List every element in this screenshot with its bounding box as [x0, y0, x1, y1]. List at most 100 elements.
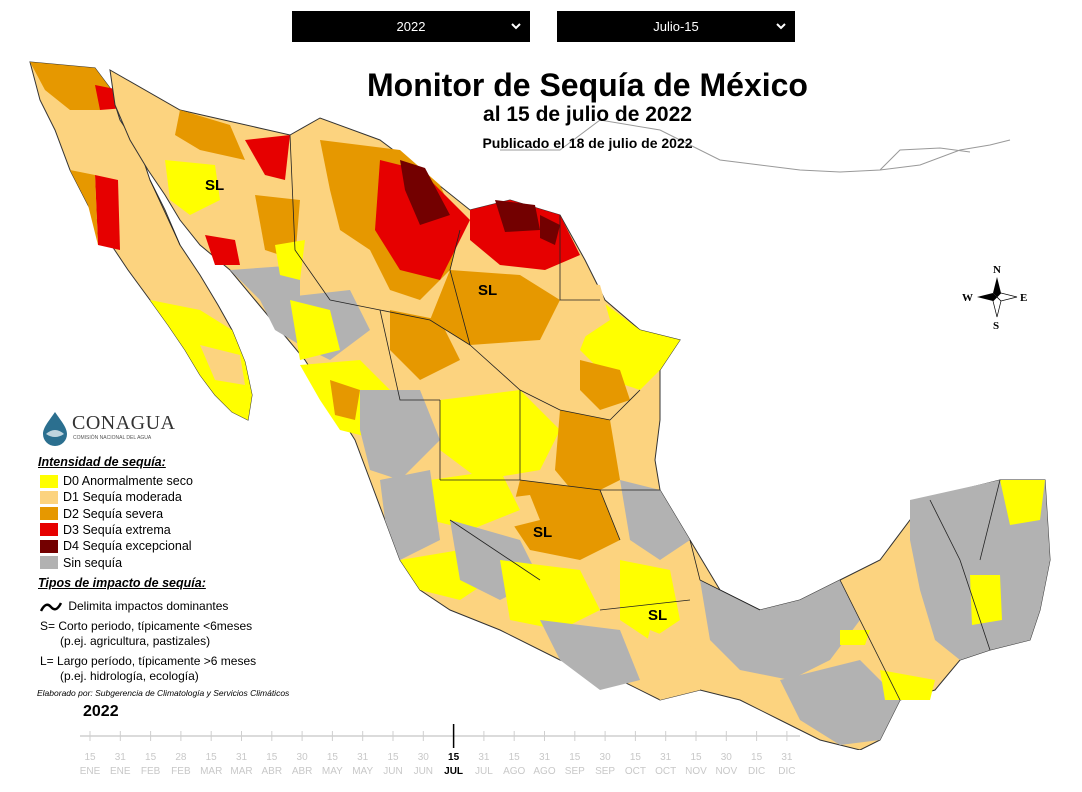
timeline-day-label: 15: [206, 752, 218, 763]
timeline-day-label: 31: [478, 752, 490, 763]
timeline-month-label: MAR: [200, 766, 222, 777]
timeline-month-label: DIC: [748, 766, 765, 777]
timeline-day-label: 30: [297, 752, 309, 763]
legend-swatch: [40, 539, 58, 553]
compass-rose-icon: N S E W: [962, 264, 1027, 332]
short-term-note: S= Corto periodo, típicamente <6meses: [40, 619, 253, 633]
logo-name: CONAGUA: [72, 412, 176, 434]
timeline-month-label: OCT: [655, 766, 676, 777]
timeline-day-label: 15: [509, 752, 521, 763]
timeline-year: 2022: [83, 703, 119, 720]
timeline-month-label: JUL: [444, 766, 463, 777]
timeline-day-label: 15: [751, 752, 763, 763]
timeline-day-label: 28: [175, 752, 187, 763]
timeline-month-label: SEP: [565, 766, 585, 777]
timeline-month-label: FEB: [141, 766, 161, 777]
legend-item: D1 Sequía moderada: [40, 490, 182, 504]
legend-label: D2 Sequía severa: [63, 506, 164, 521]
drought-map: SL SL SL SL N S E W: [29, 61, 1051, 750]
chevron-down-icon: [776, 23, 786, 30]
florida-coast: [879, 147, 971, 171]
timeline-day-label: 31: [357, 752, 369, 763]
timeline-month-label: SEP: [595, 766, 615, 777]
legend-impact-title: Tipos de impacto de sequía:: [38, 576, 206, 590]
timeline-day-label: 15: [569, 752, 581, 763]
logo-subtitle: COMISIÓN NACIONAL DEL AGUA: [73, 435, 152, 441]
timeline-day-label: 30: [721, 752, 733, 763]
legend-label: D3 Sequía extrema: [63, 522, 171, 537]
legend-swatch: [40, 523, 58, 537]
timeline-month-label: ABR: [262, 766, 283, 777]
map-label-sl: SL: [533, 524, 552, 541]
compass-s: S: [993, 320, 999, 332]
timeline-day-label: 15: [690, 752, 702, 763]
timeline-day-label: 30: [600, 752, 612, 763]
timeline-day-label: 31: [781, 752, 793, 763]
timeline-day-label: 15: [327, 752, 339, 763]
impact-line-label: Delimita impactos dominantes: [68, 599, 229, 613]
year-select[interactable]: 2022: [292, 11, 530, 42]
timeline-month-label: OCT: [625, 766, 646, 777]
timeline-day-label: 15: [145, 752, 157, 763]
timeline-month-label: MAY: [322, 766, 343, 777]
state-borders: [149, 134, 1001, 701]
timeline-month-label: MAR: [230, 766, 252, 777]
published-date: Publicado el 18 de julio de 2022: [482, 135, 693, 151]
year-select-value: 2022: [396, 19, 426, 34]
timeline-month-label: JUN: [383, 766, 402, 777]
long-term-example: (p.ej. hidrología, ecología): [60, 669, 199, 683]
legend-intensity-title: Intensidad de sequía:: [38, 455, 166, 469]
timeline-month-label: JUN: [414, 766, 433, 777]
legend-swatch: [40, 474, 58, 488]
legend-item: Sin sequía: [40, 556, 122, 570]
timeline-day-label: 31: [539, 752, 551, 763]
map-label-sl: SL: [205, 177, 224, 194]
legend-item: D2 Sequía severa: [40, 507, 163, 521]
chevron-down-icon: [511, 23, 521, 30]
legend-label: D4 Sequía excepcional: [63, 539, 192, 554]
short-term-example: (p.ej. agricultura, pastizales): [60, 634, 211, 648]
date-select-value: Julio-15: [653, 19, 699, 34]
timeline-day-label: 15: [387, 752, 399, 763]
timeline-day-label: 15: [84, 752, 96, 763]
date-select[interactable]: Julio-15: [557, 11, 795, 42]
legend-label: D0 Anormalmente seco: [63, 474, 193, 488]
timeline-day-label: 31: [236, 752, 248, 763]
map-label-sl: SL: [478, 282, 497, 299]
timeline-month-label: ENE: [80, 766, 101, 777]
timeline-day-label: 15: [266, 752, 278, 763]
legend-swatch: [40, 490, 58, 504]
timeline-day-label: 30: [418, 752, 430, 763]
timeline-month-label: AGO: [503, 766, 525, 777]
compass-w: W: [962, 292, 973, 304]
legend-swatch: [40, 507, 58, 521]
impact-line-row: Delimita impactos dominantes: [39, 599, 229, 614]
compass-n: N: [993, 264, 1001, 276]
timeline-day-label: 15: [448, 752, 460, 763]
page-title: Monitor de Sequía de México: [367, 67, 808, 103]
compass-e: E: [1020, 292, 1027, 304]
conagua-logo: CONAGUA COMISIÓN NACIONAL DEL AGUA: [40, 410, 180, 446]
legend-item: D4 Sequía excepcional: [40, 539, 192, 553]
legend-label: D1 Sequía moderada: [63, 490, 182, 505]
legend-label: Sin sequía: [63, 555, 123, 570]
page-subtitle-date: al 15 de julio de 2022: [483, 103, 692, 126]
timeline-month-label: NOV: [715, 766, 737, 777]
timeline-month-label: ENE: [110, 766, 131, 777]
timeline-month-label: DIC: [778, 766, 795, 777]
long-term-note: L= Largo período, típicamente >6 meses: [40, 654, 257, 668]
timeline-slider[interactable]: 15 ENE 31 ENE 15 FEB 28 FEB 15 MAR 31 MAR 15 ABR 30 ABR…: [60, 722, 820, 782]
timeline-month-label: FEB: [171, 766, 191, 777]
impact-line-icon: [39, 602, 63, 612]
timeline-month-label: AGO: [533, 766, 555, 777]
timeline-month-label: ABR: [292, 766, 313, 777]
timeline-day-label: 31: [660, 752, 672, 763]
usa-coastline: [500, 119, 1011, 173]
map-label-sl: SL: [648, 607, 667, 624]
legend-item: D0 Anormalmente seco: [40, 474, 193, 488]
legend-swatch: [40, 556, 58, 569]
timeline-month-label: JUL: [475, 766, 493, 777]
conagua-drop-icon: [43, 412, 67, 446]
timeline-month-label: NOV: [685, 766, 707, 777]
timeline-day-label: 15: [630, 752, 642, 763]
